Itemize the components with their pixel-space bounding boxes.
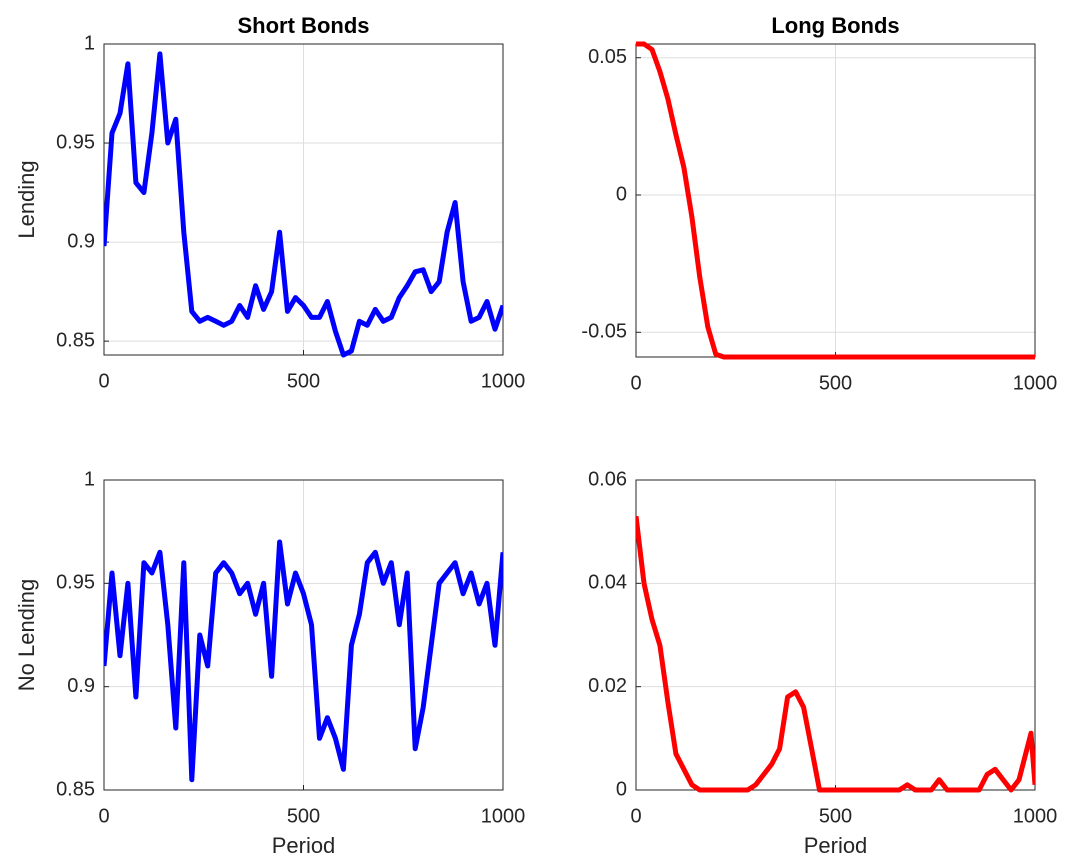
y-tick-label: 1 <box>84 32 95 54</box>
y-tick-label: 0.85 <box>56 329 95 351</box>
data-line <box>636 41 1035 360</box>
y-tick-label: 1 <box>84 468 95 490</box>
y-tick-label: 0.95 <box>56 572 95 594</box>
x-tick-label: 500 <box>819 805 852 827</box>
data-line <box>104 539 503 783</box>
y-tick-label: 0.85 <box>56 778 95 800</box>
x-tick-label: 0 <box>630 372 641 394</box>
subplot-title: Long Bonds <box>771 13 899 38</box>
y-tick-label: 0.04 <box>588 572 627 594</box>
y-tick-label: 0.06 <box>588 468 627 490</box>
x-axis-label: Period <box>272 833 336 858</box>
axes-box <box>103 43 504 356</box>
x-tick-label: 500 <box>287 805 320 827</box>
y-tick-label: 0.9 <box>67 230 95 252</box>
x-tick-label: 500 <box>287 370 320 392</box>
x-tick-label: 1000 <box>481 805 526 827</box>
data-line <box>636 515 1035 793</box>
axes-box <box>103 479 504 791</box>
data-line <box>104 51 503 358</box>
y-tick-label: 0 <box>616 778 627 800</box>
x-tick-label: 1000 <box>481 370 526 392</box>
subplot-title: Short Bonds <box>238 13 370 38</box>
y-tick-label: 0.02 <box>588 675 627 697</box>
x-tick-label: 0 <box>630 805 641 827</box>
y-tick-label: -0.05 <box>581 321 627 343</box>
x-tick-label: 0 <box>98 805 109 827</box>
y-axis-label: No Lending <box>14 579 39 692</box>
y-tick-label: 0.05 <box>588 46 627 68</box>
y-axis-label: Lending <box>14 160 39 238</box>
x-tick-label: 1000 <box>1013 372 1058 394</box>
x-axis-label: Period <box>804 833 868 858</box>
y-tick-label: 0.9 <box>67 675 95 697</box>
y-tick-label: 0.95 <box>56 131 95 153</box>
x-tick-label: 1000 <box>1013 805 1058 827</box>
y-tick-label: 0 <box>616 183 627 205</box>
x-tick-label: 500 <box>819 372 852 394</box>
x-tick-label: 0 <box>98 370 109 392</box>
